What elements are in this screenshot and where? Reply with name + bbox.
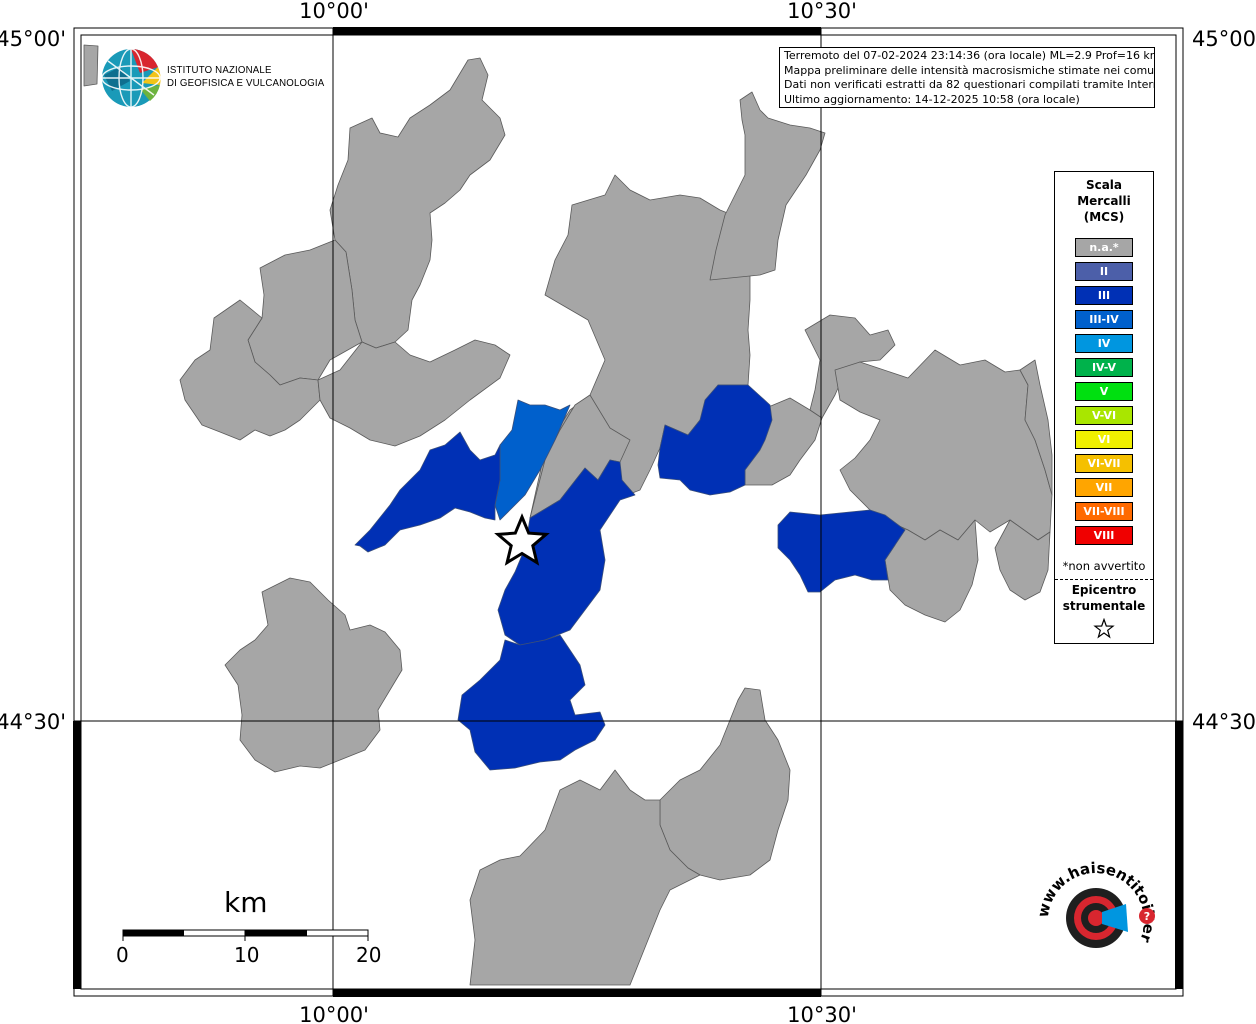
institute-name: ISTITUTO NAZIONALE DI GEOFISICA E VULCAN… bbox=[167, 64, 324, 90]
svg-text:?: ? bbox=[1144, 910, 1150, 923]
scale-bar-label-10: 10 bbox=[234, 943, 260, 967]
not-felt-municipalities bbox=[83, 44, 1053, 986]
event-info-line4: Ultimo aggiornamento: 14-12-2025 10:58 (… bbox=[784, 92, 1080, 106]
lat-label-right-bottom: 44°30' bbox=[1192, 710, 1256, 734]
legend-title-line3: (MCS) bbox=[1083, 210, 1125, 224]
municipality-area bbox=[709, 91, 826, 281]
legend-item-3: III bbox=[1075, 286, 1133, 305]
event-info-line1: Terremoto del 07-02-2024 23:14:36 (ora l… bbox=[784, 49, 1155, 62]
municipality-area bbox=[469, 769, 701, 986]
municipality-area bbox=[317, 339, 511, 447]
frame-bars bbox=[73, 27, 1183, 997]
lon-label-top-right: 10°30' bbox=[787, 0, 857, 23]
legend-separator bbox=[1055, 579, 1153, 580]
legend-title-line1: Scala bbox=[1085, 178, 1123, 192]
municipality-iii bbox=[497, 459, 636, 646]
legend-item-1: n.a.* bbox=[1075, 238, 1133, 257]
intensity-legend: Scala Mercalli (MCS) n.a.* II III III-IV IV I… bbox=[1054, 171, 1154, 644]
legend-item-7: V bbox=[1075, 382, 1133, 401]
event-info-line3: Dati non verificati estratti da 82 quest… bbox=[784, 78, 1155, 92]
institute-name-line1: ISTITUTO NAZIONALE bbox=[167, 64, 272, 76]
legend-epicenter-label: Epicentro strumentale bbox=[1055, 582, 1153, 614]
lon-label-top-left: 10°00' bbox=[299, 0, 369, 23]
graticule bbox=[74, 28, 1183, 996]
municipality-area bbox=[83, 44, 99, 87]
epicenter-star bbox=[494, 513, 550, 566]
municipality-iii bbox=[777, 509, 906, 593]
event-info-line2: Mappa preliminare delle intensità macros… bbox=[784, 63, 1155, 77]
municipality-iii bbox=[657, 384, 773, 496]
lat-label-left-top: 45°00' bbox=[0, 27, 66, 51]
municipality-iii bbox=[354, 431, 501, 553]
legend-note: *non avvertito bbox=[1062, 559, 1146, 573]
lat-label-right-top: 45°00' bbox=[1192, 27, 1256, 51]
legend-title: Scala Mercalli (MCS) bbox=[1055, 177, 1153, 225]
event-info-box: Terremoto del 07-02-2024 23:14:36 (ora l… bbox=[779, 47, 1155, 108]
legend-item-13: VIII bbox=[1075, 526, 1133, 545]
lat-label-left-bottom: 44°30' bbox=[0, 710, 66, 734]
scale-bar bbox=[122, 929, 369, 941]
legend-item-12: VII-VIII bbox=[1075, 502, 1133, 521]
institute-name-line2: DI GEOFISICA E VULCANOLOGIA bbox=[167, 77, 325, 89]
legend-item-2: II bbox=[1075, 262, 1133, 281]
lon-label-bottom-right: 10°30' bbox=[787, 1003, 857, 1024]
legend-item-9: VI bbox=[1075, 430, 1133, 449]
municipality-iii bbox=[457, 634, 606, 771]
municipality-area bbox=[994, 519, 1051, 601]
legend-epicenter-line1: Epicentro bbox=[1071, 583, 1137, 597]
municipality-area bbox=[224, 577, 403, 773]
scale-bar-unit: km bbox=[224, 886, 268, 919]
lon-label-bottom-left: 10°00' bbox=[299, 1003, 369, 1024]
legend-item-11: VII bbox=[1075, 478, 1133, 497]
legend-item-10: VI-VII bbox=[1075, 454, 1133, 473]
municipality-iii-iv bbox=[494, 399, 571, 521]
scale-bar-label-0: 0 bbox=[116, 943, 129, 967]
felt-municipalities bbox=[354, 384, 906, 771]
globe-icon bbox=[101, 48, 161, 108]
legend-epicenter-line2: strumentale bbox=[1062, 599, 1146, 613]
legend-item-8: V-VI bbox=[1075, 406, 1133, 425]
ingv-logo: ISTITUTO NAZIONALE DI GEOFISICA E VULCAN… bbox=[100, 47, 330, 111]
legend-items: n.a.* II III III-IV IV IV-V V V-VI VI VI-VII VII VI… bbox=[1055, 238, 1153, 545]
legend-star-icon bbox=[1055, 617, 1153, 644]
legend-title-line2: Mercalli bbox=[1077, 194, 1131, 208]
target-icon: www.haisentitoilterremoto.it ? bbox=[1022, 844, 1158, 948]
legend-item-4: III-IV bbox=[1075, 310, 1133, 329]
haisentito-logo: www.haisentitoilterremoto.it ? bbox=[1022, 844, 1164, 978]
legend-item-5: IV bbox=[1075, 334, 1133, 353]
municipality-area bbox=[1019, 359, 1053, 496]
municipality-area bbox=[179, 299, 321, 441]
scale-bar-label-20: 20 bbox=[356, 943, 382, 967]
legend-item-6: IV-V bbox=[1075, 358, 1133, 377]
